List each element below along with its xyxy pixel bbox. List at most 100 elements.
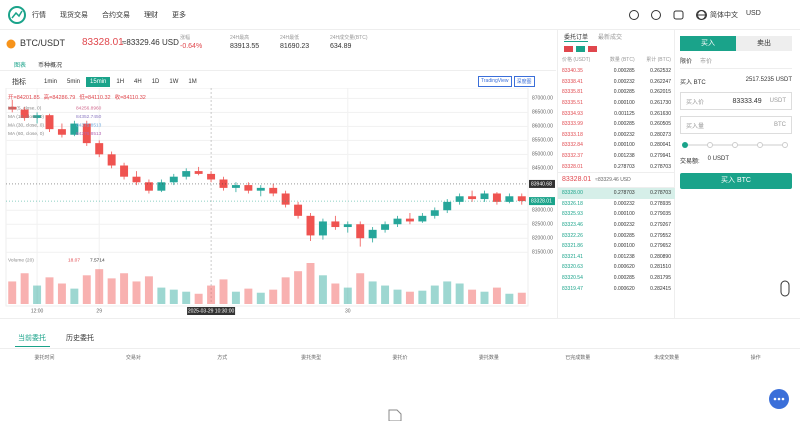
stat-label: 涨幅 bbox=[180, 35, 191, 41]
interval[interactable]: 1min bbox=[44, 79, 58, 85]
interval[interactable]: 1D bbox=[151, 79, 160, 85]
orders-tab[interactable]: 当前委托 bbox=[18, 335, 46, 342]
book-cell: 0.000285 bbox=[613, 232, 635, 239]
nav-item[interactable]: 理财 bbox=[144, 12, 158, 19]
volume-bar bbox=[107, 278, 116, 304]
candle-body bbox=[256, 187, 265, 191]
orders-tab[interactable]: 历史委托 bbox=[66, 335, 94, 342]
ohlc-item: 低=84110.32 bbox=[79, 93, 110, 101]
view-button[interactable]: TradingView bbox=[478, 76, 512, 87]
book-cell: 0.000285 bbox=[613, 68, 635, 75]
order-type[interactable]: 限价 bbox=[680, 59, 693, 65]
divider bbox=[0, 348, 800, 349]
book-column: 数量 (BTC) bbox=[609, 57, 635, 63]
price-input[interactable]: 83333.49 bbox=[732, 97, 762, 105]
price-marker-label: 83940.68 bbox=[531, 181, 552, 187]
book-cell: 0.000285 bbox=[613, 274, 635, 281]
nav-item[interactable]: 合约交易 bbox=[102, 12, 130, 19]
y-tick-label: 82500.00 bbox=[532, 222, 553, 228]
orders-tabs: 当前委托 历史委托 bbox=[18, 333, 114, 343]
currency[interactable]: USD bbox=[746, 10, 761, 17]
chat-button[interactable] bbox=[768, 388, 790, 410]
pair[interactable]: BTC/USDT bbox=[20, 38, 65, 48]
candle-body bbox=[70, 123, 79, 135]
sell-tab[interactable]: 卖出 bbox=[736, 36, 792, 51]
stat-label: 24H最低 bbox=[280, 35, 300, 41]
interval[interactable]: 1M bbox=[188, 79, 197, 85]
view-button[interactable]: 深度图 bbox=[513, 76, 535, 87]
candle-body bbox=[318, 221, 327, 236]
total: 0 USDT bbox=[707, 156, 730, 162]
orders-column: 操作 bbox=[750, 355, 761, 361]
stat: 涨幅 -0.64% bbox=[180, 34, 202, 50]
order-type[interactable]: 市价 bbox=[700, 59, 713, 65]
indicator-button[interactable]: 指标 bbox=[12, 79, 26, 86]
book-cell: 0.262015 bbox=[650, 89, 671, 96]
interval[interactable]: 1W bbox=[169, 79, 179, 85]
book-row: 83321.86 0.000100 0.279652 bbox=[558, 241, 675, 252]
scroll-icon[interactable] bbox=[778, 280, 792, 298]
interval[interactable]: 5min bbox=[67, 79, 81, 85]
candle-body bbox=[33, 115, 42, 118]
nav-item[interactable]: 更多 bbox=[172, 12, 186, 19]
book-header: 价格 (USDT) 数量 (BTC) 累计 (BTC) bbox=[558, 56, 675, 66]
book-tab[interactable]: 委托订单 bbox=[564, 32, 589, 42]
chart-tab[interactable]: 图表 bbox=[14, 63, 27, 69]
book-cell: 0.001238 bbox=[613, 153, 635, 160]
volume-bar bbox=[430, 285, 439, 304]
book-cell: 0.281510 bbox=[650, 264, 671, 271]
book-cell: 83340.35 bbox=[562, 68, 583, 75]
y-tick-label: 86500.00 bbox=[532, 110, 553, 116]
nav-item[interactable]: 现货交易 bbox=[60, 12, 88, 19]
order-book: 委托订单 最新成交 价格 (USDT) 数量 (BTC) 累计 (BTC) 83340.… bbox=[557, 30, 675, 318]
volume-bar bbox=[82, 275, 91, 304]
interval[interactable]: 15min bbox=[86, 77, 111, 87]
ma-value: 84375.8513 bbox=[76, 122, 102, 128]
volume-bar bbox=[381, 285, 390, 304]
book-cell: 0.280041 bbox=[650, 142, 671, 149]
book-cell: 83325.93 bbox=[562, 211, 583, 218]
volume-bar bbox=[418, 290, 427, 304]
book-cell: 0.000100 bbox=[613, 142, 635, 149]
candle-body bbox=[281, 193, 290, 205]
x-tick-label: 30 bbox=[345, 308, 351, 314]
interval[interactable]: 1H bbox=[116, 79, 125, 85]
slider[interactable] bbox=[680, 138, 792, 152]
volume-bar bbox=[318, 275, 327, 304]
book-cell: 0.260505 bbox=[650, 121, 671, 128]
volume-legend: 7.5714 bbox=[90, 257, 105, 263]
language[interactable]: 简体中文 bbox=[710, 12, 738, 19]
candle-body bbox=[343, 224, 352, 228]
candle-body bbox=[405, 218, 414, 222]
price-marker-bg bbox=[529, 197, 555, 206]
candle-body bbox=[468, 196, 477, 200]
chart-tabs: 图表 币种概况 bbox=[14, 60, 74, 69]
book-cell: 0.000232 bbox=[613, 222, 635, 229]
ma-value: 84352.7450 bbox=[76, 114, 102, 120]
book-cell: 0.000620 bbox=[613, 285, 635, 292]
volume-bar bbox=[480, 291, 489, 304]
candle-body bbox=[393, 218, 402, 225]
nav-item[interactable]: 行情 bbox=[32, 12, 46, 19]
book-cell: 83321.86 bbox=[562, 243, 583, 250]
book-view-icons[interactable] bbox=[564, 46, 604, 54]
book-cell: 0.000620 bbox=[613, 264, 635, 271]
book-row: 83325.93 0.000100 0.279035 bbox=[558, 209, 675, 220]
book-cell: 0.262532 bbox=[650, 68, 671, 75]
book-mid: 83328.01 ≈83329.46 USD bbox=[558, 171, 675, 188]
volume-bar bbox=[294, 271, 303, 304]
ma-name: MA (60, close, 0) bbox=[8, 131, 44, 137]
orders-column: 委托数量 bbox=[478, 355, 499, 361]
btc-icon bbox=[6, 39, 16, 49]
book-tab[interactable]: 最新成交 bbox=[598, 35, 623, 41]
book-cell: 0.282415 bbox=[650, 285, 671, 292]
chart-tab[interactable]: 币种概况 bbox=[38, 63, 63, 69]
buy-tab[interactable]: 买入 bbox=[680, 36, 736, 51]
book-cell: 0.279267 bbox=[650, 222, 671, 229]
submit-button[interactable]: 买入 BTC bbox=[680, 173, 792, 189]
interval[interactable]: 4H bbox=[134, 79, 142, 85]
book-cell: 83323.46 bbox=[562, 222, 583, 229]
logo bbox=[8, 6, 26, 24]
empty-icon bbox=[388, 409, 402, 421]
